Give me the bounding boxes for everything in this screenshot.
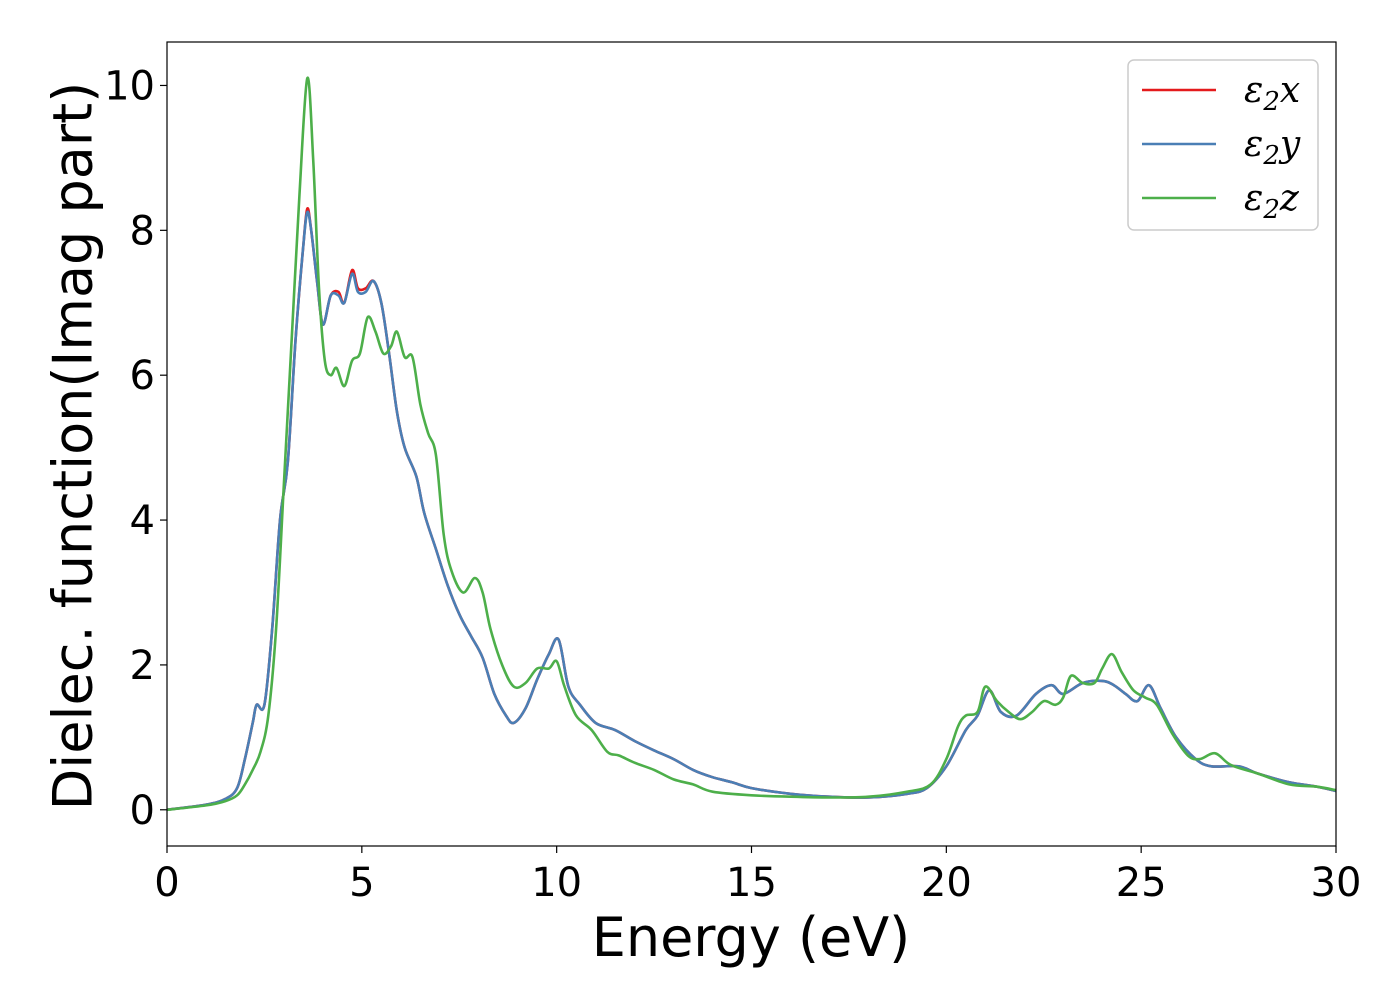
y-axis-title: Dielec. function(Imag part)	[42, 82, 105, 811]
legend-label-y: ε2y	[1244, 124, 1301, 171]
x-tick-label: 5	[349, 860, 374, 906]
plot-frame	[166, 41, 1337, 847]
x-tick-label: 20	[921, 860, 972, 906]
y-tick-label: 6	[130, 353, 155, 399]
y-tick-label: 10	[104, 63, 155, 109]
x-tick-label: 25	[1116, 860, 1167, 906]
series-line-y	[166, 210, 1337, 812]
x-tick-label: 0	[154, 860, 179, 906]
series-layer	[166, 76, 1337, 812]
legend-label-x: ε2x	[1244, 70, 1300, 117]
legend-label-z: ε2z	[1244, 178, 1300, 225]
y-tick-label: 4	[130, 498, 155, 544]
legend: ε2x ε2y ε2z	[1127, 59, 1319, 231]
legend-box	[1127, 59, 1319, 231]
x-axis-title: Energy (eV)	[592, 906, 911, 969]
x-tick-label: 30	[1311, 860, 1362, 906]
y-tick-label: 2	[130, 643, 155, 689]
x-tick-label: 15	[726, 860, 777, 906]
series-line-z	[166, 76, 1337, 812]
x-tick-label: 10	[531, 860, 582, 906]
tick-layer: 0 5 10 15 20 25 30 0 2 4 6 8 10	[104, 63, 1361, 906]
y-tick-label: 0	[130, 788, 155, 834]
y-tick-label: 8	[130, 208, 155, 254]
